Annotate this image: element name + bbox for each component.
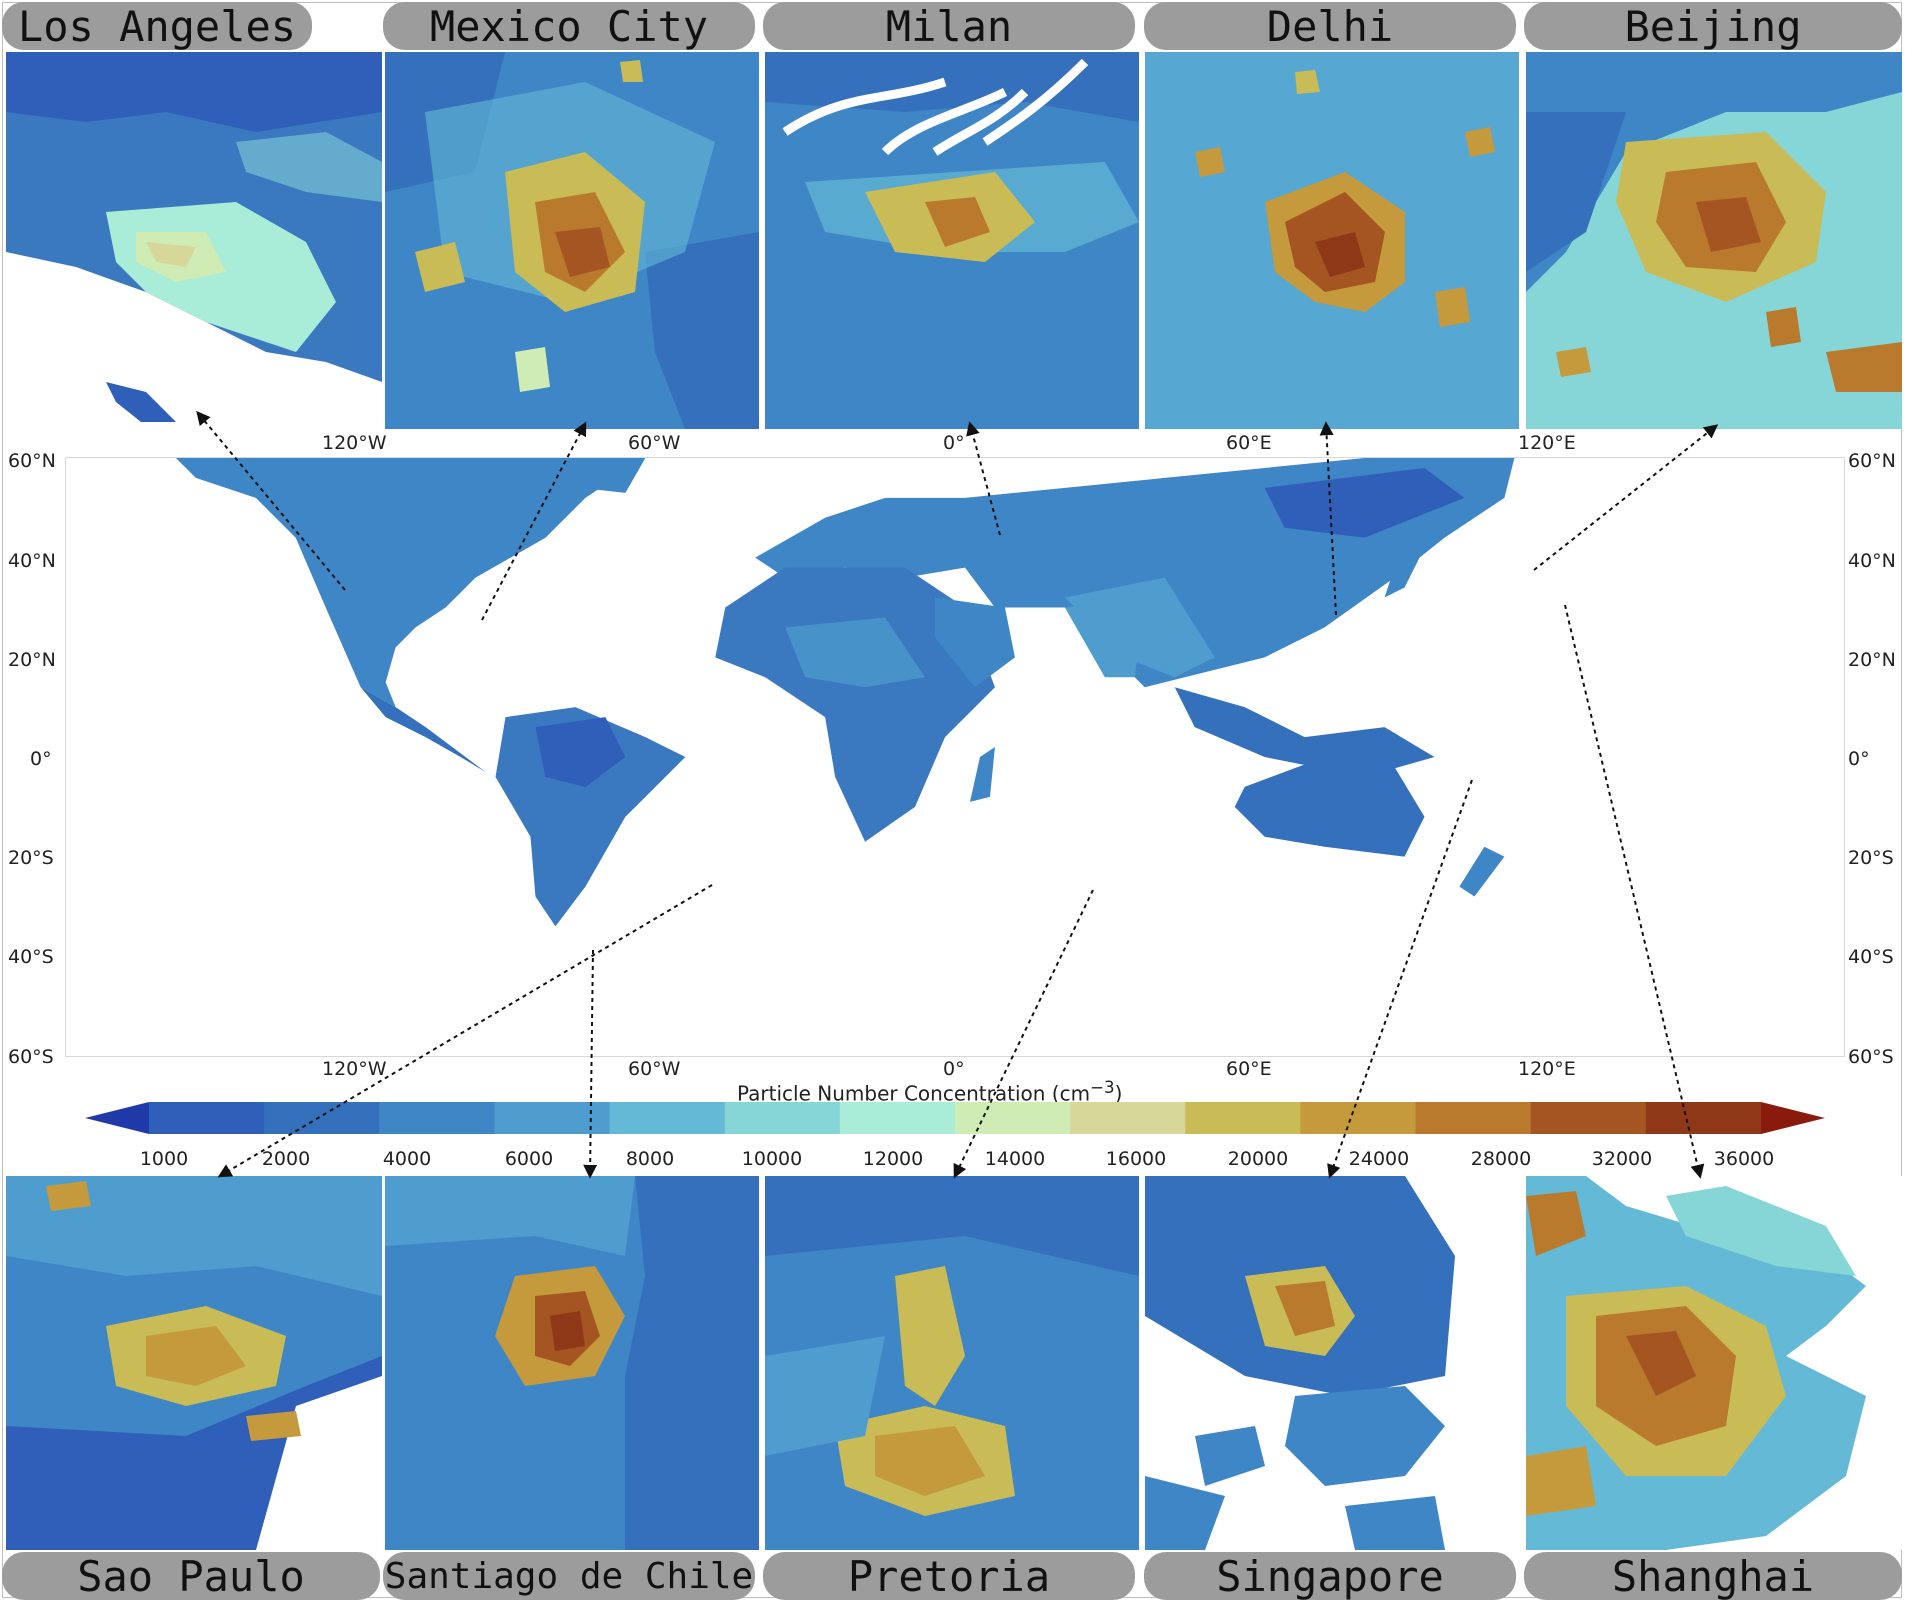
colorbar-tick-16000: 16000: [1105, 1148, 1167, 1170]
lat-tick-right-0: 0°: [1848, 748, 1870, 770]
lon-tick-top-60w: 60°W: [628, 432, 681, 454]
colorbar-segment: [1070, 1102, 1186, 1134]
colorbar-tick-4000: 4000: [382, 1148, 432, 1170]
lat-tick-right-20s: 20°S: [1848, 847, 1894, 869]
lon-tick-top-120w: 120°W: [322, 432, 387, 454]
lon-tick-top-60e: 60°E: [1226, 432, 1272, 454]
lat-tick-left-20n: 20°N: [8, 649, 56, 671]
colorbar-title-exponent: −3: [1090, 1078, 1115, 1097]
panel-pretoria: [765, 1176, 1139, 1550]
lon-tick-top-0: 0°: [943, 432, 965, 454]
lat-tick-left-60s: 60°S: [8, 1046, 54, 1068]
lat-tick-right-60s: 60°S: [1848, 1046, 1894, 1068]
panel-beijing: [1526, 52, 1902, 429]
lon-tick-top-120e: 120°E: [1518, 432, 1576, 454]
colorbar-title-end: ): [1114, 1081, 1123, 1106]
colorbar-segment: [149, 1102, 265, 1134]
panel-delhi: [1145, 52, 1519, 429]
colorbar-tick-2000: 2000: [261, 1148, 311, 1170]
colorbar-extend-low: [85, 1102, 149, 1134]
tab-sao-paulo: Sao Paulo: [2, 1552, 380, 1600]
tab-delhi: Delhi: [1144, 2, 1516, 50]
lon-tick-bottom-120e: 120°E: [1518, 1058, 1576, 1080]
lat-tick-left-20s: 20°S: [8, 847, 54, 869]
colorbar-segment: [1300, 1102, 1417, 1134]
lon-tick-bottom-60e: 60°E: [1226, 1058, 1272, 1080]
colorbar-tick-6000: 6000: [504, 1148, 554, 1170]
colorbar-tick-32000: 32000: [1591, 1148, 1653, 1170]
colorbar-segment: [379, 1102, 495, 1134]
panel-mexico-city: [385, 52, 759, 429]
colorbar-segment: [1530, 1102, 1647, 1134]
colorbar-segment: [1645, 1102, 1762, 1134]
europe: [755, 497, 965, 578]
colorbar-extend-high: [1761, 1102, 1825, 1134]
tab-beijing: Beijing: [1524, 2, 1902, 50]
colorbar-tick-12000: 12000: [862, 1148, 924, 1170]
colorbar-tick-8000: 8000: [625, 1148, 675, 1170]
tab-shanghai: Shanghai: [1524, 1552, 1902, 1600]
panel-singapore: [1145, 1176, 1519, 1550]
colorbar-tick-24000: 24000: [1348, 1148, 1410, 1170]
tab-milan: Milan: [763, 2, 1135, 50]
lon-tick-bottom-120w: 120°W: [322, 1058, 387, 1080]
colorbar-segment: [609, 1102, 726, 1134]
lat-tick-right-40n: 40°N: [1848, 550, 1896, 572]
panel-sao-paulo: [6, 1176, 382, 1550]
panel-milan: [765, 52, 1139, 429]
lat-tick-left-0: 0°: [30, 748, 52, 770]
tab-santiago-de-chile: Santiago de Chile: [383, 1552, 755, 1600]
africa: [715, 567, 995, 842]
colorbar-segment: [264, 1102, 380, 1134]
lat-tick-right-20n: 20°N: [1848, 649, 1896, 671]
australia: [1234, 757, 1425, 857]
colorbar-tick-20000: 20000: [1227, 1148, 1289, 1170]
colorbar-segment: [839, 1102, 956, 1134]
tab-mexico-city: Mexico City: [383, 2, 755, 50]
panel-shanghai: [1526, 1176, 1902, 1550]
colorbar-segment: [494, 1102, 611, 1134]
panel-los-angeles: [6, 52, 382, 429]
world-map: [65, 457, 1845, 1057]
colorbar-tick-28000: 28000: [1470, 1148, 1532, 1170]
colorbar-segment: [1415, 1102, 1532, 1134]
lat-tick-right-60n: 60°N: [1848, 450, 1896, 472]
colorbar-tick-36000: 36000: [1713, 1148, 1775, 1170]
lat-tick-left-40s: 40°S: [8, 946, 54, 968]
colorbar-tick-14000: 14000: [984, 1148, 1046, 1170]
tab-pretoria: Pretoria: [763, 1552, 1135, 1600]
lon-tick-bottom-0: 0°: [943, 1058, 965, 1080]
colorbar: [85, 1102, 1825, 1134]
colorbar-segment: [724, 1102, 841, 1134]
colorbar-tick-1000: 1000: [139, 1148, 189, 1170]
colorbar-segment: [955, 1102, 1071, 1134]
tab-los-angeles: Los Angeles: [2, 2, 312, 50]
colorbar-tick-10000: 10000: [741, 1148, 803, 1170]
colorbar-segment: [1185, 1102, 1301, 1134]
lon-tick-bottom-60w: 60°W: [628, 1058, 681, 1080]
lat-tick-left-40n: 40°N: [8, 550, 56, 572]
lat-tick-right-40s: 40°S: [1848, 946, 1894, 968]
lat-tick-left-60n: 60°N: [8, 450, 56, 472]
tab-singapore: Singapore: [1144, 1552, 1516, 1600]
north-america: [175, 458, 646, 708]
panel-santiago-de-chile: [385, 1176, 759, 1550]
